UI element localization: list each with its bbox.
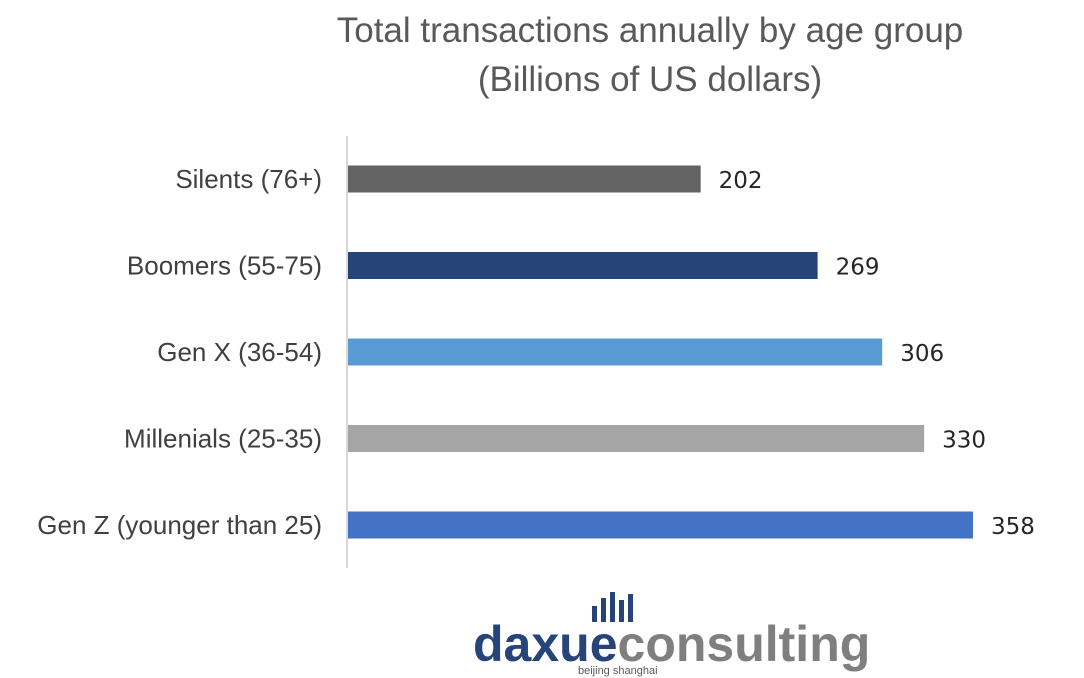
category-label: Gen Z (younger than 25) xyxy=(37,510,322,540)
category-label: Millenials (25-35) xyxy=(124,424,322,454)
bars-logo-icon xyxy=(592,592,633,622)
daxue-logo: daxueconsulting beijing shanghai xyxy=(473,592,870,677)
bar xyxy=(348,165,701,193)
logo-text-consulting: consulting xyxy=(618,616,871,672)
category-label: Silents (76+) xyxy=(175,164,322,194)
value-label: 306 xyxy=(900,341,944,367)
bar xyxy=(348,252,818,279)
value-label: 269 xyxy=(836,255,880,281)
value-label: 358 xyxy=(991,514,1035,540)
logo-subtitle: beijing shanghai xyxy=(578,665,658,677)
logo-text-daxue: daxue xyxy=(473,616,618,672)
chart-subtitle: (Billions of US dollars) xyxy=(478,60,822,99)
category-label: Boomers (55-75) xyxy=(127,251,322,281)
value-label: 202 xyxy=(719,168,763,194)
bar xyxy=(348,338,883,366)
bars-group: Silents (76+) 202 Boomers (55-75) 269 Gen X … xyxy=(37,164,1035,540)
bar xyxy=(348,425,925,452)
bar xyxy=(348,511,973,539)
value-label: 330 xyxy=(942,428,986,454)
logo-wordmark: daxueconsulting xyxy=(473,616,870,672)
category-label: Gen X (36-54) xyxy=(157,337,322,367)
chart-title: Total transactions annually by age group xyxy=(337,11,964,50)
